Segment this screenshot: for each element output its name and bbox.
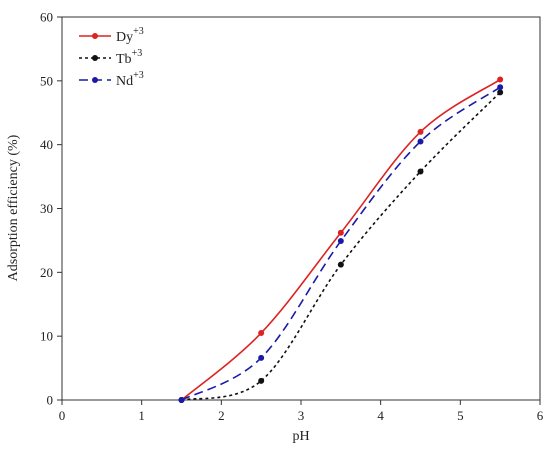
- y-tick-label: 50: [40, 73, 53, 88]
- data-point-nd: [497, 84, 504, 91]
- y-tick-label: 30: [40, 201, 53, 216]
- x-tick-label: 0: [59, 408, 66, 423]
- data-point-nd: [337, 238, 344, 245]
- y-tick-label: 20: [40, 265, 53, 280]
- data-point-dy: [258, 329, 265, 336]
- data-point-dy: [417, 128, 424, 135]
- legend-item-nd: Nd+3: [79, 70, 144, 89]
- data-point-tb: [417, 168, 424, 175]
- y-axis: 0 10 20 30 40 50 60: [40, 10, 62, 408]
- data-point-tb: [258, 377, 265, 384]
- legend: Dy+3 Tb+3 Nd+3: [79, 26, 144, 89]
- x-tick-label: 1: [138, 408, 145, 423]
- series-tb: [178, 89, 504, 403]
- y-tick-label: 60: [40, 10, 53, 25]
- series-layer: [178, 76, 504, 403]
- series-line-tb: [181, 91, 501, 401]
- data-point-dy: [337, 229, 344, 236]
- legend-label: Dy+3: [116, 26, 144, 45]
- y-tick-label: 10: [40, 329, 53, 344]
- x-axis: 0 1 2 3 4 5 6: [59, 400, 544, 423]
- legend-swatch-marker: [92, 77, 98, 83]
- x-tick-label: 6: [537, 408, 544, 423]
- data-point-nd: [178, 397, 185, 403]
- legend-swatch-marker: [92, 55, 98, 61]
- data-point-tb: [497, 89, 504, 96]
- data-point-tb: [337, 261, 344, 268]
- x-tick-label: 5: [457, 408, 464, 423]
- series-nd: [178, 84, 504, 403]
- legend-label: Nd+3: [116, 70, 144, 89]
- data-point-nd: [417, 138, 424, 145]
- legend-item-tb: Tb+3: [79, 48, 142, 67]
- x-axis-label: pH: [292, 429, 309, 444]
- legend-item-dy: Dy+3: [79, 26, 144, 45]
- x-tick-label: 4: [377, 408, 384, 423]
- legend-label: Tb+3: [116, 48, 142, 67]
- x-tick-label: 3: [298, 408, 305, 423]
- data-point-nd: [258, 354, 265, 361]
- y-tick-label: 40: [40, 137, 53, 152]
- y-tick-label: 0: [47, 393, 54, 408]
- legend-swatch-marker: [92, 33, 98, 39]
- data-point-dy: [497, 76, 504, 83]
- x-tick-label: 2: [218, 408, 225, 423]
- y-axis-label: Adsorption efficiency (%): [6, 134, 21, 281]
